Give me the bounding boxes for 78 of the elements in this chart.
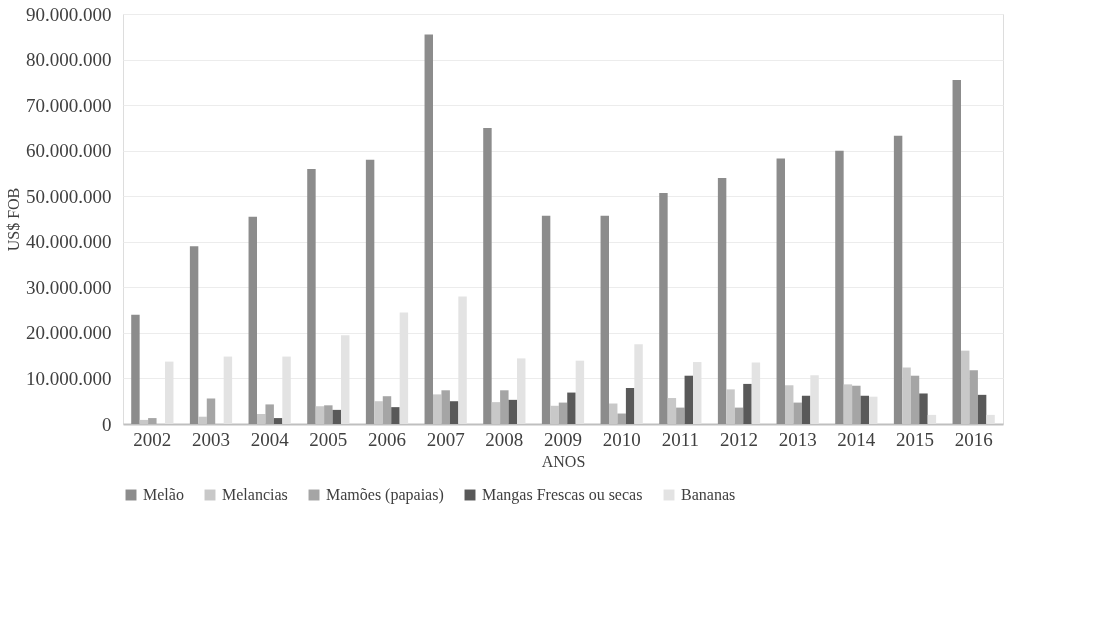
y-tick-label: 90.000.000 xyxy=(26,3,112,25)
x-tick-label: 2012 xyxy=(720,428,758,450)
bar xyxy=(801,395,811,424)
bar xyxy=(567,392,576,424)
y-tick-label: 70.000.000 xyxy=(26,94,112,116)
bar xyxy=(625,388,635,424)
bar xyxy=(391,407,400,424)
x-tick-label: 2006 xyxy=(368,428,406,450)
bar xyxy=(919,393,928,424)
bar xyxy=(986,414,995,424)
bar xyxy=(793,402,802,424)
bar xyxy=(717,178,727,424)
x-tick-label: 2003 xyxy=(192,428,230,450)
bar xyxy=(382,396,392,424)
x-tick-label: 2013 xyxy=(778,428,817,450)
bar xyxy=(248,216,257,424)
bar xyxy=(659,193,668,424)
bar xyxy=(500,390,509,424)
y-tick-label: 50.000.000 xyxy=(26,185,112,207)
y-tick-label: 20.000.000 xyxy=(26,322,112,344)
bar xyxy=(324,405,333,424)
y-tick-label: 10.000.000 xyxy=(26,367,112,389)
x-tick-label: 2005 xyxy=(309,428,348,450)
legend-label: Mamões (papaias) xyxy=(326,486,444,504)
legend-label: Bananas xyxy=(681,486,736,503)
bar xyxy=(131,314,140,424)
legend-label: Melão xyxy=(143,486,184,503)
legend-label: Melancias xyxy=(222,486,288,503)
x-tick-label: 2016 xyxy=(954,428,993,450)
bar xyxy=(206,398,216,424)
bar xyxy=(508,399,518,424)
bar xyxy=(969,370,978,424)
bar xyxy=(483,127,492,424)
bar xyxy=(189,246,199,424)
bar xyxy=(927,414,937,424)
x-tick-label: 2009 xyxy=(544,428,582,450)
bar xyxy=(952,80,961,424)
bar xyxy=(148,418,157,424)
y-tick-label: 0 xyxy=(102,413,112,435)
x-tick-label: 2011 xyxy=(661,428,699,450)
bar xyxy=(869,396,878,424)
bar xyxy=(541,215,551,424)
bar xyxy=(441,390,450,424)
x-tick-label: 2004 xyxy=(250,428,290,450)
bar xyxy=(860,395,870,424)
bar xyxy=(835,150,844,424)
bar xyxy=(332,409,342,424)
x-tick-label: 2014 xyxy=(837,428,876,450)
y-axis-title: US$ FOB xyxy=(5,187,22,252)
y-tick-label: 80.000.000 xyxy=(26,49,112,71)
bar xyxy=(977,394,987,424)
bar xyxy=(365,159,375,424)
bar xyxy=(893,135,903,424)
bar xyxy=(776,158,785,424)
y-tick-label: 60.000.000 xyxy=(26,140,112,162)
bar xyxy=(424,34,433,424)
bar xyxy=(600,215,609,424)
x-tick-label: 2002 xyxy=(133,428,172,450)
bar xyxy=(273,418,283,424)
bar xyxy=(617,413,626,424)
bar xyxy=(852,385,861,424)
x-tick-label: 2010 xyxy=(602,428,641,450)
bar xyxy=(449,401,459,424)
bar xyxy=(743,383,752,424)
bar xyxy=(676,407,685,424)
legend-label: Mangas Frescas ou secas xyxy=(482,486,643,504)
x-axis-title: ANOS xyxy=(541,452,586,470)
x-tick-label: 2015 xyxy=(896,428,934,450)
bar xyxy=(734,407,744,424)
x-tick-label: 2007 xyxy=(426,428,465,450)
bar xyxy=(265,404,274,424)
x-tick-label: 2008 xyxy=(485,428,524,450)
bar xyxy=(307,168,316,424)
bar xyxy=(684,375,694,424)
y-tick-label: 40.000.000 xyxy=(26,231,112,253)
y-tick-label: 30.000.000 xyxy=(26,276,112,298)
bar xyxy=(910,375,920,424)
bar xyxy=(558,402,568,424)
